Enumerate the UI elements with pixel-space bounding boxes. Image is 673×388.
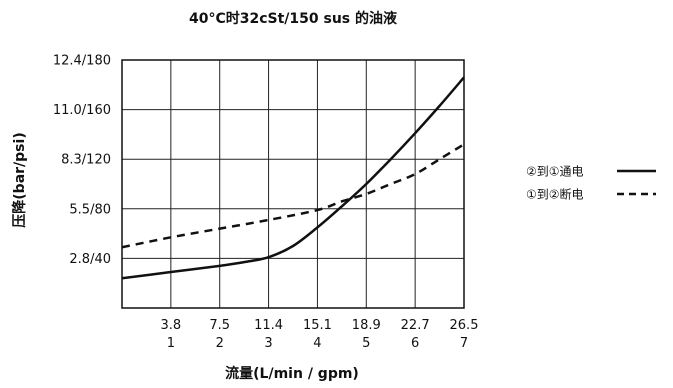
y-axis-title: 压降(bar/psi) — [11, 132, 28, 227]
y-tick-label: 12.4/180 — [53, 54, 111, 69]
x-tick-label-gpm: 3 — [264, 336, 272, 351]
x-tick-label-lpm: 7.5 — [209, 318, 230, 333]
x-tick-label-lpm: 22.7 — [401, 318, 430, 333]
legend: ②到①通电 ①到②断电 — [526, 165, 656, 202]
x-axis-title: 流量(L/min / gpm) — [225, 365, 359, 382]
plot-frame — [121, 59, 465, 309]
x-tick-labels: 3.8 1 7.5 2 11.4 3 15.1 4 18.9 5 22.7 6 26.5 7 — [161, 318, 479, 351]
series-line-dashed — [121, 143, 465, 249]
x-tick-label-lpm: 18.9 — [352, 318, 381, 333]
plot-series — [121, 76, 465, 280]
y-tick-label: 2.8/40 — [69, 252, 111, 267]
x-tick-label-lpm: 11.4 — [254, 318, 283, 333]
x-tick-label-gpm: 2 — [216, 336, 224, 351]
y-tick-label: 5.5/80 — [69, 202, 111, 217]
x-tick-label-lpm: 3.8 — [161, 318, 182, 333]
x-tick-label-gpm: 5 — [362, 336, 370, 351]
x-tick-label-lpm: 26.5 — [450, 318, 479, 333]
x-tick-label-gpm: 1 — [167, 336, 175, 351]
legend-label: ①到②断电 — [526, 187, 584, 202]
legend-label: ②到①通电 — [526, 165, 584, 179]
x-tick-label-gpm: 4 — [313, 336, 321, 351]
x-tick-label-gpm: 6 — [411, 336, 419, 351]
chart-title: 40°C时32cSt/150 sus 的油液 — [189, 10, 398, 27]
x-tick-label-gpm: 7 — [460, 336, 468, 351]
y-tick-labels: 2.8/40 5.5/80 8.3/120 11.0/160 12.4/180 — [53, 54, 111, 267]
y-tick-label: 11.0/160 — [53, 103, 111, 118]
y-tick-label: 8.3/120 — [61, 153, 111, 168]
series-line-solid — [121, 76, 465, 280]
x-tick-label-lpm: 15.1 — [303, 318, 332, 333]
